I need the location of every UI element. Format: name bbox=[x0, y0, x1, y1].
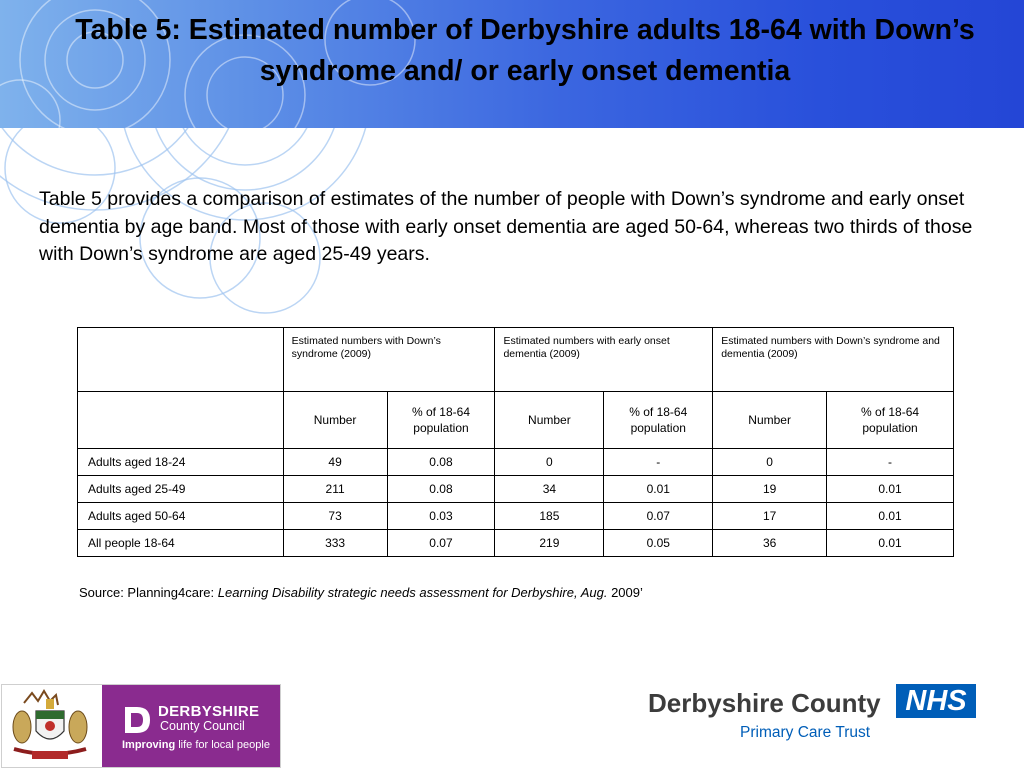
sub-header: Number bbox=[712, 391, 828, 449]
table-cell: 0.07 bbox=[386, 529, 496, 557]
data-table: Estimated numbers with Down’s syndrome (… bbox=[77, 327, 954, 557]
table-sub-header-row: Number % of 18-64 population Number % of… bbox=[77, 391, 954, 449]
sub-header: % of 18-64 population bbox=[603, 391, 714, 449]
row-label: Adults aged 18-24 bbox=[77, 448, 284, 476]
table-cell: 0 bbox=[494, 448, 605, 476]
council-tagline: Improving life for local people bbox=[122, 739, 270, 751]
group-header-downs: Estimated numbers with Down’s syndrome (… bbox=[282, 327, 496, 392]
table-row: Adults aged 25-49 211 0.08 34 0.01 19 0.… bbox=[77, 475, 954, 503]
table-row: Adults aged 50-64 73 0.03 185 0.07 17 0.… bbox=[77, 502, 954, 530]
nhs-logo: NHS bbox=[896, 684, 976, 718]
council-logo-panel: DERBYSHIRE County Council Improving life… bbox=[1, 684, 281, 768]
table-cell: 211 bbox=[282, 475, 388, 503]
table-cell: 0.01 bbox=[603, 475, 714, 503]
table-cell: 34 bbox=[494, 475, 605, 503]
table-cell: 0 bbox=[712, 448, 828, 476]
table-cell: 0.05 bbox=[603, 529, 714, 557]
page-title: Table 5: Estimated number of Derbyshire … bbox=[75, 14, 975, 87]
table-cell: 219 bbox=[494, 529, 605, 557]
table-cell: 19 bbox=[712, 475, 828, 503]
table-cell: - bbox=[603, 448, 714, 476]
table-cell: 0.01 bbox=[826, 529, 954, 557]
table-cell: 0.08 bbox=[386, 448, 496, 476]
table-cell: 0.07 bbox=[603, 502, 714, 530]
title-banner: Table 5: Estimated number of Derbyshire … bbox=[0, 0, 1024, 128]
table-cell: 0.03 bbox=[386, 502, 496, 530]
table-cell: - bbox=[826, 448, 954, 476]
row-label: All people 18-64 bbox=[77, 529, 284, 557]
table-cell: 0.08 bbox=[386, 475, 496, 503]
decorative-circles bbox=[0, 0, 416, 128]
table-corner-cell bbox=[77, 391, 284, 449]
sub-header: % of 18-64 population bbox=[826, 391, 954, 449]
intro-paragraph: Table 5 provides a comparison of estimat… bbox=[39, 188, 973, 265]
table-cell: 73 bbox=[282, 502, 388, 530]
table-cell: 36 bbox=[712, 529, 828, 557]
table-group-header-row: Estimated numbers with Down’s syndrome (… bbox=[77, 327, 954, 392]
table-row: Adults aged 18-24 49 0.08 0 - 0 - bbox=[77, 448, 954, 476]
source-citation: Source: Planning4care: Learning Disabili… bbox=[79, 585, 643, 600]
table-cell: 185 bbox=[494, 502, 605, 530]
table-cell: 0.01 bbox=[826, 502, 954, 530]
council-name: DERBYSHIRE bbox=[158, 703, 260, 720]
source-suffix: 2009’ bbox=[607, 585, 643, 600]
council-subname: County Council bbox=[160, 719, 245, 733]
table-row: All people 18-64 333 0.07 219 0.05 36 0.… bbox=[77, 529, 954, 557]
table-cell: 333 bbox=[282, 529, 388, 557]
sub-header: % of 18-64 population bbox=[386, 391, 496, 449]
pct-logo: Derbyshire County NHS Primary Care Trust bbox=[648, 684, 978, 744]
table-corner-cell bbox=[77, 327, 284, 392]
coat-of-arms-icon bbox=[12, 689, 88, 759]
table-cell: 17 bbox=[712, 502, 828, 530]
group-header-both: Estimated numbers with Down’s syndrome a… bbox=[712, 327, 954, 392]
group-header-dementia: Estimated numbers with early onset demen… bbox=[494, 327, 714, 392]
tagline-rest: life for local people bbox=[175, 739, 270, 751]
table-cell: 49 bbox=[282, 448, 388, 476]
decorative-circles-lower bbox=[0, 128, 367, 314]
table-cell: 0.01 bbox=[826, 475, 954, 503]
derbyshire-d-icon bbox=[125, 707, 150, 733]
row-label: Adults aged 25-49 bbox=[77, 475, 284, 503]
pct-subname: Primary Care Trust bbox=[740, 724, 871, 741]
sub-header: Number bbox=[282, 391, 388, 449]
source-title: Learning Disability strategic needs asse… bbox=[217, 585, 608, 600]
source-prefix: Source: Planning4care: bbox=[79, 585, 218, 600]
row-label: Adults aged 50-64 bbox=[77, 502, 284, 530]
tagline-bold: Improving bbox=[122, 739, 176, 751]
pct-name: Derbyshire County bbox=[648, 688, 881, 718]
county-council-logo: DERBYSHIRE County Council Improving life… bbox=[102, 685, 280, 767]
sub-header: Number bbox=[494, 391, 605, 449]
